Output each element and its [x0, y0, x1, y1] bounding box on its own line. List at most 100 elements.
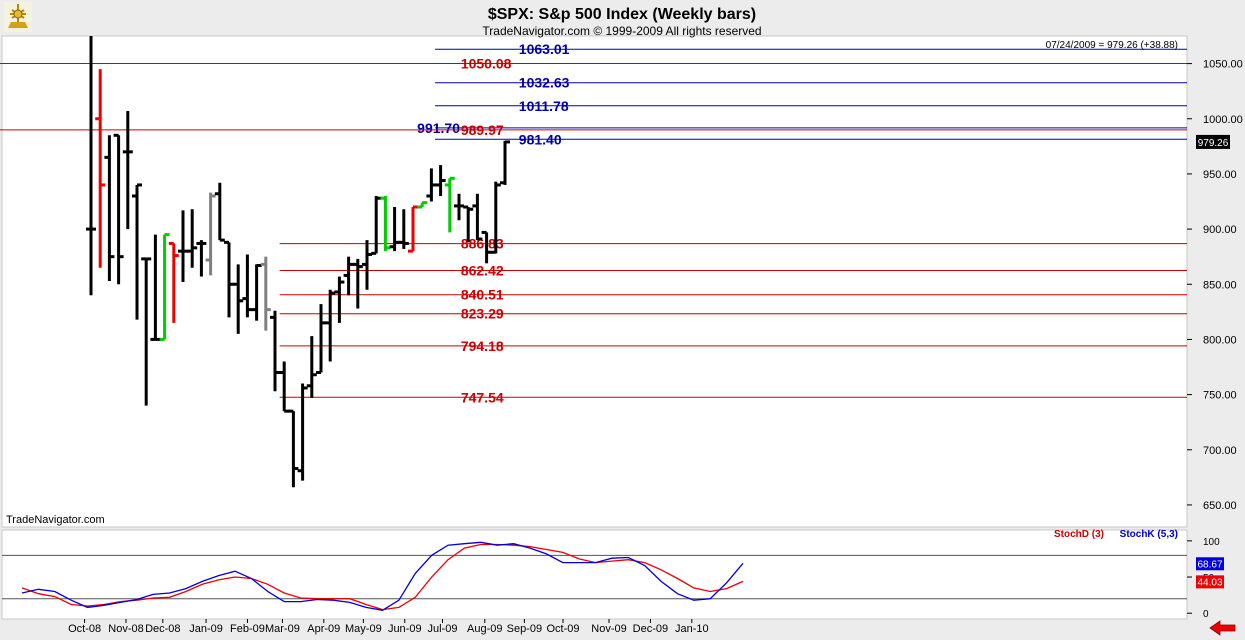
- svg-text:68.67: 68.67: [1197, 559, 1222, 570]
- ohlc-bar: [325, 289, 336, 362]
- ohlc-bar: [168, 241, 179, 323]
- level-label: 1011.78: [519, 98, 569, 114]
- x-tick-label: Nov-09: [591, 623, 626, 635]
- ohlc-bar: [279, 361, 290, 413]
- x-tick-label: Oct-08: [68, 623, 101, 635]
- x-tick-label: Mar-09: [265, 623, 300, 635]
- x-tick-label: Jan-10: [675, 623, 709, 635]
- level-label: 747.54: [461, 389, 504, 405]
- level-label: 862.42: [461, 263, 504, 279]
- ohlc-bar: [316, 304, 326, 375]
- watermark: TradeNavigator.com: [6, 514, 105, 526]
- ohlc-bar: [371, 195, 382, 255]
- ohlc-bar: [334, 276, 345, 323]
- level-label: 991.70: [417, 120, 460, 136]
- legend-stochk: StochK (5,3): [1120, 529, 1178, 540]
- level-label: 981.40: [519, 131, 562, 147]
- ohlc-bar: [178, 210, 188, 283]
- ohlc-bar: [500, 140, 510, 185]
- level-lines: 1063.01 1050.08 1032.63 1011.78 991.70 989.97…: [0, 41, 1187, 405]
- level-label: 1063.01: [519, 41, 570, 57]
- ohlc-bar: [196, 240, 207, 277]
- stochastic-panel: [1, 529, 1188, 620]
- stoch-tick-label: 100: [1203, 537, 1220, 548]
- price-tick-label: 1000.00: [1203, 114, 1243, 126]
- level-label: 840.51: [461, 287, 504, 303]
- level-label: 1032.63: [519, 75, 570, 91]
- level-label: 886.83: [461, 236, 504, 252]
- price-panel: [1, 35, 1188, 528]
- svg-text:979.26: 979.26: [1198, 138, 1229, 149]
- ohlc-bar: [444, 176, 455, 233]
- ohlc-bar: [141, 257, 152, 406]
- ohlc-bar: [481, 230, 492, 264]
- stochk-last-tag: 68.67: [1196, 557, 1224, 571]
- ohlc-bar: [104, 135, 115, 281]
- ohlc-bar: [205, 192, 216, 276]
- price-y-axis: 650.00 700.00 750.00 800.00 850.00 900.00 950.…: [1187, 59, 1243, 512]
- chart-subtitle: TradeNavigator.com © 1999-2009 All right…: [482, 24, 761, 38]
- level-label: 794.18: [461, 338, 504, 354]
- price-tick-label: 800.00: [1203, 334, 1237, 346]
- ohlc-bar: [408, 205, 418, 253]
- ohlc-bar: [490, 181, 501, 254]
- x-tick-label: Feb-09: [230, 623, 265, 635]
- x-tick-label: Jun-09: [388, 623, 422, 635]
- ohlc-bar: [260, 256, 271, 331]
- price-tick-label: 1050.00: [1203, 59, 1243, 71]
- ohlc-bar: [187, 209, 198, 268]
- x-tick-label: Oct-09: [546, 623, 579, 635]
- ohlc-bar: [435, 165, 446, 196]
- ohlc-bar: [472, 193, 483, 241]
- ohlc-bar: [389, 207, 400, 252]
- ohlc-bars: [86, 36, 510, 488]
- ohlc-bar: [288, 409, 299, 488]
- price-tick-label: 750.00: [1203, 390, 1237, 402]
- ohlc-bar: [380, 195, 391, 252]
- ohlc-bar: [242, 254, 253, 318]
- ohlc-bar: [233, 264, 244, 334]
- ohlc-bar: [306, 336, 317, 398]
- price-tick-label: 900.00: [1203, 224, 1237, 236]
- ohlc-bar: [251, 264, 262, 321]
- x-tick-label: Apr-09: [307, 623, 340, 635]
- ohlc-bar: [270, 310, 280, 392]
- ohlc-bar: [297, 383, 308, 481]
- stochk-line: [21, 541, 744, 611]
- x-tick-label: Jul-09: [427, 623, 457, 635]
- ohlc-bar: [463, 205, 474, 243]
- stochastic-lines: [21, 541, 744, 611]
- x-tick-label: Sep-09: [507, 623, 542, 635]
- last-price-tag: 979.26: [1196, 134, 1230, 149]
- ohlc-bar: [86, 36, 96, 296]
- x-tick-label: Aug-09: [467, 623, 502, 635]
- legend-stochd: StochD (3): [1054, 529, 1104, 540]
- stoch-tick-label: 0: [1203, 609, 1209, 620]
- stochd-last-tag: 44.03: [1196, 575, 1224, 589]
- level-label: 1050.08: [461, 55, 512, 71]
- x-tick-label: Nov-08: [108, 623, 143, 635]
- price-tick-label: 950.00: [1203, 169, 1237, 181]
- x-tick-label: Dec-09: [633, 623, 668, 635]
- x-tick-label: May-09: [345, 623, 382, 635]
- price-tick-label: 700.00: [1203, 445, 1237, 457]
- scroll-left-arrow-icon[interactable]: [1207, 620, 1237, 636]
- x-tick-label: Dec-08: [145, 623, 180, 635]
- level-label: 989.97: [461, 122, 504, 138]
- quote-readout: 07/24/2009 = 979.26 (+38.88): [1046, 40, 1178, 51]
- ohlc-bar: [454, 193, 464, 221]
- ohlc-bar: [132, 183, 142, 320]
- ohlc-bar: [214, 182, 225, 242]
- ohlc-bar: [95, 69, 106, 268]
- chart-title: $SPX: S&p 500 Index (Weekly bars): [488, 6, 756, 23]
- tradenavigator-logo-icon[interactable]: [4, 2, 32, 32]
- price-tick-label: 650.00: [1203, 500, 1237, 512]
- level-label: 823.29: [461, 306, 504, 322]
- ohlc-bar: [398, 209, 409, 249]
- price-tick-label: 850.00: [1203, 279, 1237, 291]
- ohlc-bar: [426, 168, 437, 202]
- ohlc-bar: [352, 258, 363, 309]
- ohlc-bar: [343, 256, 354, 296]
- ohlc-bar: [122, 111, 133, 230]
